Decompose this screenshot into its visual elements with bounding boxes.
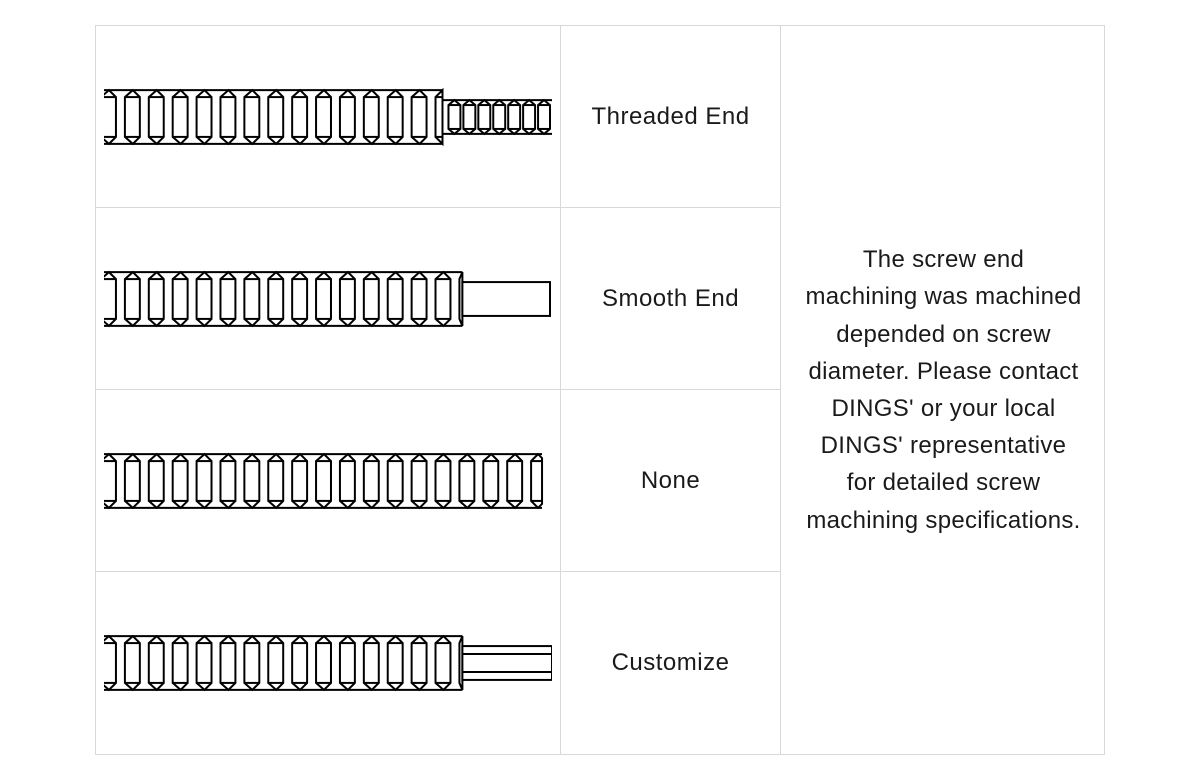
diagram-none xyxy=(96,390,561,572)
note-text: The screw end machining was machined dep… xyxy=(781,26,1106,754)
threaded-end-icon xyxy=(104,72,552,162)
label-smooth-end: Smooth End xyxy=(561,208,781,390)
label-threaded-end: Threaded End xyxy=(561,26,781,208)
screw-end-table: Threaded End xyxy=(95,25,1105,755)
none-icon xyxy=(104,436,552,526)
diagram-smooth-end xyxy=(96,208,561,390)
smooth-end-icon xyxy=(104,254,552,344)
customize-icon xyxy=(104,618,552,708)
label-customize: Customize xyxy=(561,572,781,754)
label-none: None xyxy=(561,390,781,572)
diagram-customize xyxy=(96,572,561,754)
diagram-threaded-end xyxy=(96,26,561,208)
